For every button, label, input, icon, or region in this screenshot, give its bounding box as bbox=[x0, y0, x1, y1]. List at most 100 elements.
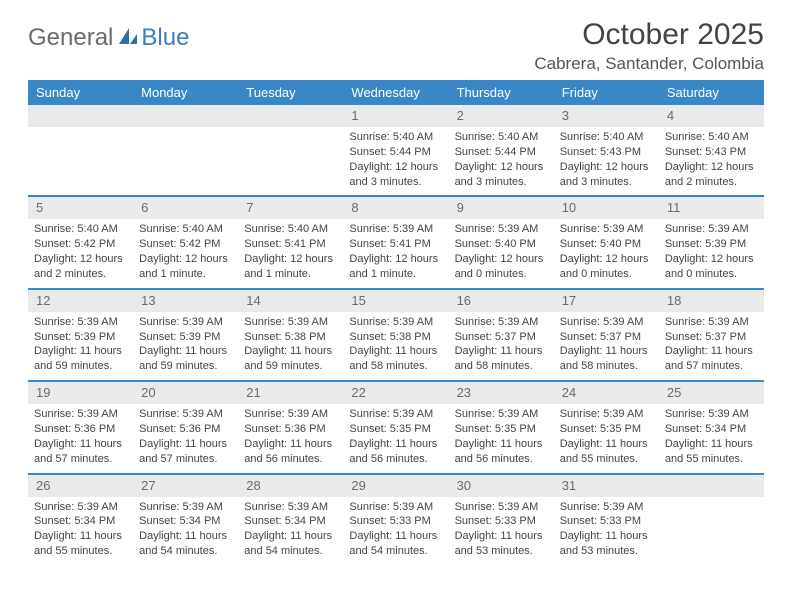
day-number-bar: 10 bbox=[554, 197, 659, 219]
day-body: Sunrise: 5:39 AMSunset: 5:39 PMDaylight:… bbox=[133, 312, 238, 374]
day-number-bar: 0 bbox=[133, 105, 238, 127]
sunrise-line: Sunrise: 5:40 AM bbox=[349, 130, 442, 145]
day-number-bar: 5 bbox=[28, 197, 133, 219]
day-cell: 21Sunrise: 5:39 AMSunset: 5:36 PMDayligh… bbox=[238, 382, 343, 472]
day-cell: 25Sunrise: 5:39 AMSunset: 5:34 PMDayligh… bbox=[659, 382, 764, 472]
day-number-bar: 31 bbox=[554, 475, 659, 497]
sunset-line: Sunset: 5:34 PM bbox=[665, 422, 758, 437]
day-header-cell: Thursday bbox=[449, 80, 554, 105]
day-number-bar: 0 bbox=[28, 105, 133, 127]
sunset-line: Sunset: 5:37 PM bbox=[455, 330, 548, 345]
day-body: Sunrise: 5:40 AMSunset: 5:43 PMDaylight:… bbox=[659, 127, 764, 189]
sunset-line: Sunset: 5:33 PM bbox=[560, 514, 653, 529]
sunrise-line: Sunrise: 5:39 AM bbox=[244, 315, 337, 330]
day-cell: 17Sunrise: 5:39 AMSunset: 5:37 PMDayligh… bbox=[554, 290, 659, 380]
sunset-line: Sunset: 5:37 PM bbox=[560, 330, 653, 345]
day-number-bar: 28 bbox=[238, 475, 343, 497]
sunrise-line: Sunrise: 5:39 AM bbox=[349, 500, 442, 515]
day-number-bar: 18 bbox=[659, 290, 764, 312]
sunrise-line: Sunrise: 5:39 AM bbox=[560, 315, 653, 330]
sunrise-line: Sunrise: 5:40 AM bbox=[139, 222, 232, 237]
day-cell: 13Sunrise: 5:39 AMSunset: 5:39 PMDayligh… bbox=[133, 290, 238, 380]
week-row: 12Sunrise: 5:39 AMSunset: 5:39 PMDayligh… bbox=[28, 288, 764, 380]
sunrise-line: Sunrise: 5:39 AM bbox=[560, 500, 653, 515]
sunrise-line: Sunrise: 5:39 AM bbox=[244, 500, 337, 515]
sunrise-line: Sunrise: 5:39 AM bbox=[455, 407, 548, 422]
daylight-line: Daylight: 12 hours and 0 minutes. bbox=[665, 252, 758, 282]
day-body: Sunrise: 5:39 AMSunset: 5:41 PMDaylight:… bbox=[343, 219, 448, 281]
day-body: Sunrise: 5:40 AMSunset: 5:42 PMDaylight:… bbox=[28, 219, 133, 281]
sunset-line: Sunset: 5:38 PM bbox=[244, 330, 337, 345]
sunset-line: Sunset: 5:44 PM bbox=[455, 145, 548, 160]
day-header-cell: Wednesday bbox=[343, 80, 448, 105]
sunrise-line: Sunrise: 5:39 AM bbox=[665, 315, 758, 330]
sunset-line: Sunset: 5:34 PM bbox=[139, 514, 232, 529]
daylight-line: Daylight: 11 hours and 56 minutes. bbox=[349, 437, 442, 467]
day-cell: 11Sunrise: 5:39 AMSunset: 5:39 PMDayligh… bbox=[659, 197, 764, 287]
sunrise-line: Sunrise: 5:39 AM bbox=[34, 315, 127, 330]
daylight-line: Daylight: 12 hours and 1 minute. bbox=[349, 252, 442, 282]
daylight-line: Daylight: 12 hours and 0 minutes. bbox=[560, 252, 653, 282]
day-body: Sunrise: 5:39 AMSunset: 5:38 PMDaylight:… bbox=[343, 312, 448, 374]
day-number: 8 bbox=[351, 200, 358, 215]
day-body: Sunrise: 5:39 AMSunset: 5:40 PMDaylight:… bbox=[554, 219, 659, 281]
day-body: Sunrise: 5:40 AMSunset: 5:44 PMDaylight:… bbox=[449, 127, 554, 189]
sunset-line: Sunset: 5:34 PM bbox=[34, 514, 127, 529]
day-number: 31 bbox=[562, 478, 576, 493]
daylight-line: Daylight: 11 hours and 58 minutes. bbox=[560, 344, 653, 374]
day-cell: 20Sunrise: 5:39 AMSunset: 5:36 PMDayligh… bbox=[133, 382, 238, 472]
day-body: Sunrise: 5:39 AMSunset: 5:35 PMDaylight:… bbox=[554, 404, 659, 466]
day-cell: 0 bbox=[28, 105, 133, 195]
day-number: 18 bbox=[667, 293, 681, 308]
sunset-line: Sunset: 5:41 PM bbox=[244, 237, 337, 252]
day-number-bar: 3 bbox=[554, 105, 659, 127]
daylight-line: Daylight: 12 hours and 1 minute. bbox=[244, 252, 337, 282]
sunrise-line: Sunrise: 5:39 AM bbox=[244, 407, 337, 422]
sunrise-line: Sunrise: 5:40 AM bbox=[665, 130, 758, 145]
daylight-line: Daylight: 11 hours and 54 minutes. bbox=[139, 529, 232, 559]
day-cell: 8 Sunrise: 5:39 AMSunset: 5:41 PMDaylight… bbox=[343, 197, 448, 287]
day-number: 25 bbox=[667, 385, 681, 400]
daylight-line: Daylight: 11 hours and 55 minutes. bbox=[34, 529, 127, 559]
sunrise-line: Sunrise: 5:39 AM bbox=[665, 407, 758, 422]
week-row: 0001Sunrise: 5:40 AMSunset: 5:44 PMDayli… bbox=[28, 105, 764, 195]
day-number: 19 bbox=[36, 385, 50, 400]
day-number-bar: 19 bbox=[28, 382, 133, 404]
day-body: Sunrise: 5:40 AMSunset: 5:41 PMDaylight:… bbox=[238, 219, 343, 281]
day-number-bar: 15 bbox=[343, 290, 448, 312]
sunset-line: Sunset: 5:44 PM bbox=[349, 145, 442, 160]
day-number-bar: 24 bbox=[554, 382, 659, 404]
day-cell: 4Sunrise: 5:40 AMSunset: 5:43 PMDaylight… bbox=[659, 105, 764, 195]
day-number-bar: 20 bbox=[133, 382, 238, 404]
day-number-bar: 23 bbox=[449, 382, 554, 404]
daylight-line: Daylight: 12 hours and 3 minutes. bbox=[455, 160, 548, 190]
day-body: Sunrise: 5:39 AMSunset: 5:37 PMDaylight:… bbox=[449, 312, 554, 374]
sunset-line: Sunset: 5:39 PM bbox=[139, 330, 232, 345]
day-cell: 7Sunrise: 5:40 AMSunset: 5:41 PMDaylight… bbox=[238, 197, 343, 287]
day-body: Sunrise: 5:39 AMSunset: 5:33 PMDaylight:… bbox=[343, 497, 448, 559]
daylight-line: Daylight: 11 hours and 58 minutes. bbox=[455, 344, 548, 374]
day-body: Sunrise: 5:39 AMSunset: 5:34 PMDaylight:… bbox=[28, 497, 133, 559]
day-body: Sunrise: 5:39 AMSunset: 5:39 PMDaylight:… bbox=[659, 219, 764, 281]
day-number: 29 bbox=[351, 478, 365, 493]
page-header: General Blue October 2025 Cabrera, Santa… bbox=[28, 18, 764, 74]
day-header-cell: Sunday bbox=[28, 80, 133, 105]
sunrise-line: Sunrise: 5:40 AM bbox=[34, 222, 127, 237]
day-number-bar: 12 bbox=[28, 290, 133, 312]
day-cell: 28Sunrise: 5:39 AMSunset: 5:34 PMDayligh… bbox=[238, 475, 343, 565]
calendar-page: General Blue October 2025 Cabrera, Santa… bbox=[0, 0, 792, 585]
day-cell: 5Sunrise: 5:40 AMSunset: 5:42 PMDaylight… bbox=[28, 197, 133, 287]
sunset-line: Sunset: 5:35 PM bbox=[455, 422, 548, 437]
daylight-line: Daylight: 12 hours and 1 minute. bbox=[139, 252, 232, 282]
daylight-line: Daylight: 11 hours and 54 minutes. bbox=[349, 529, 442, 559]
day-number-bar: 21 bbox=[238, 382, 343, 404]
sunset-line: Sunset: 5:39 PM bbox=[34, 330, 127, 345]
day-body: Sunrise: 5:39 AMSunset: 5:35 PMDaylight:… bbox=[343, 404, 448, 466]
day-header-cell: Monday bbox=[133, 80, 238, 105]
sunrise-line: Sunrise: 5:39 AM bbox=[349, 315, 442, 330]
day-number-bar: 13 bbox=[133, 290, 238, 312]
sunrise-line: Sunrise: 5:39 AM bbox=[560, 407, 653, 422]
day-cell: 10Sunrise: 5:39 AMSunset: 5:40 PMDayligh… bbox=[554, 197, 659, 287]
day-header-cell: Tuesday bbox=[238, 80, 343, 105]
sunset-line: Sunset: 5:35 PM bbox=[560, 422, 653, 437]
